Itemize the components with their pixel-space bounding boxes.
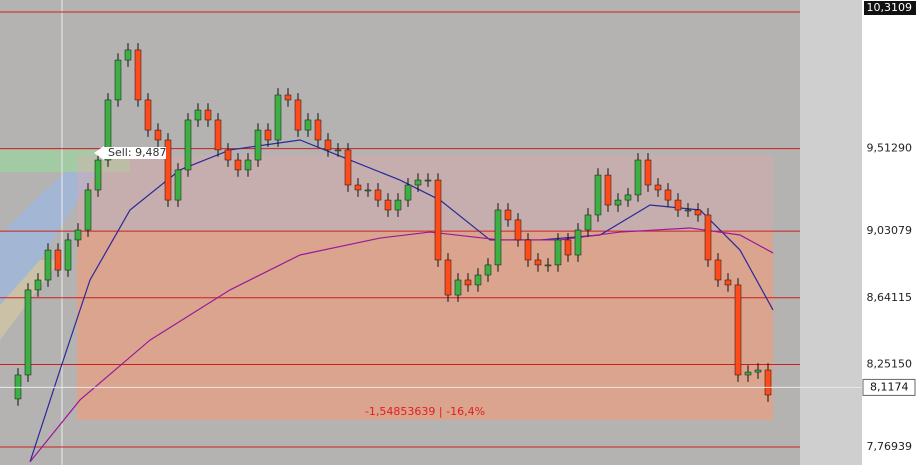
candle-body	[664, 189, 672, 201]
candle-body	[394, 199, 402, 211]
candle-body	[124, 49, 132, 61]
candle-body	[24, 289, 32, 376]
candle-body	[434, 179, 442, 261]
candle-body	[294, 99, 302, 131]
candle-body	[344, 149, 352, 186]
right-margin	[800, 0, 862, 465]
candle-body	[204, 109, 212, 121]
candle-body	[384, 199, 392, 211]
candle-body	[154, 129, 162, 141]
candle-body	[714, 259, 722, 281]
candle-body	[34, 279, 42, 291]
candle-body	[564, 239, 572, 256]
candle-body	[734, 284, 742, 376]
candle-body	[54, 249, 62, 271]
candle-body	[64, 239, 72, 271]
moving-average	[29, 139, 774, 463]
measure-box	[77, 155, 773, 420]
tick-label-box	[864, 0, 916, 15]
candle-body	[454, 279, 462, 296]
candle-body	[524, 239, 532, 261]
candle-body	[604, 174, 612, 206]
candle-body	[334, 149, 342, 152]
y-tick-label: 9,51290	[867, 142, 913, 155]
candle-body	[644, 159, 652, 186]
candle-body	[164, 139, 172, 201]
candle-body	[404, 184, 412, 201]
candle-body	[144, 99, 152, 131]
candle-body	[534, 259, 542, 266]
candle-body	[504, 209, 512, 221]
candle-body	[494, 209, 502, 266]
candle-body	[74, 229, 82, 241]
candle-body	[374, 189, 382, 201]
candle-body	[94, 159, 102, 191]
y-tick-label: 8,25150	[867, 357, 913, 370]
candle-body	[574, 229, 582, 256]
y-tick-label: 7,76939	[867, 440, 913, 453]
candle-body	[484, 264, 492, 276]
candle-body	[84, 189, 92, 231]
candle-body	[414, 179, 422, 186]
candle-body	[544, 264, 552, 267]
candle-body	[234, 159, 242, 171]
candle-body	[364, 189, 372, 192]
candle-body	[134, 49, 142, 101]
candle-body	[514, 219, 522, 241]
candle-body	[754, 369, 762, 373]
measure-label: -1,54853639 | -16,4%	[365, 405, 485, 418]
candle-body	[614, 199, 622, 206]
candle-body	[654, 184, 662, 191]
candle-body	[174, 169, 182, 201]
sell-label: Sell: 9,487	[108, 146, 167, 159]
candle-body	[724, 279, 732, 286]
candle-body	[114, 59, 122, 101]
y-tick-label: 9,03079	[867, 224, 913, 237]
candle-body	[634, 159, 642, 196]
candle-body	[44, 249, 52, 281]
candle-body	[684, 209, 692, 212]
sell-arrow	[94, 146, 104, 161]
candle-body	[554, 239, 562, 266]
candle-body	[184, 119, 192, 171]
candle-body	[624, 194, 632, 201]
candle-body	[594, 174, 602, 216]
y-tick-label: 8,64115	[867, 291, 913, 304]
candle-body	[584, 214, 592, 231]
candle-body	[354, 184, 362, 191]
candle-body	[314, 119, 322, 141]
current-price-label: 8,1174	[870, 380, 909, 393]
candle-body	[704, 214, 712, 261]
candle-body	[304, 119, 312, 131]
candle-body	[284, 94, 292, 101]
candle-body	[324, 139, 332, 151]
candle-body	[694, 209, 702, 216]
moving-average	[29, 227, 774, 463]
trend-band	[0, 150, 110, 305]
candle-body	[464, 279, 472, 286]
current-price-box	[862, 378, 916, 396]
candle-body	[424, 179, 432, 182]
sell-box	[104, 147, 166, 160]
candle-body	[214, 119, 222, 151]
candle-body	[104, 99, 112, 161]
measure-box-lower	[77, 231, 773, 420]
candle-body	[224, 149, 232, 161]
candle-body	[194, 109, 202, 121]
candle-body	[674, 199, 682, 211]
candle-body	[764, 369, 772, 396]
candle-body	[744, 371, 752, 376]
candle-body	[274, 94, 282, 141]
candle-body	[254, 129, 262, 161]
candle-body	[264, 129, 272, 141]
candle-body	[444, 259, 452, 296]
candle-body	[244, 159, 252, 171]
candle-body	[474, 274, 482, 286]
y-tick-label: 10,3109	[867, 1, 913, 14]
